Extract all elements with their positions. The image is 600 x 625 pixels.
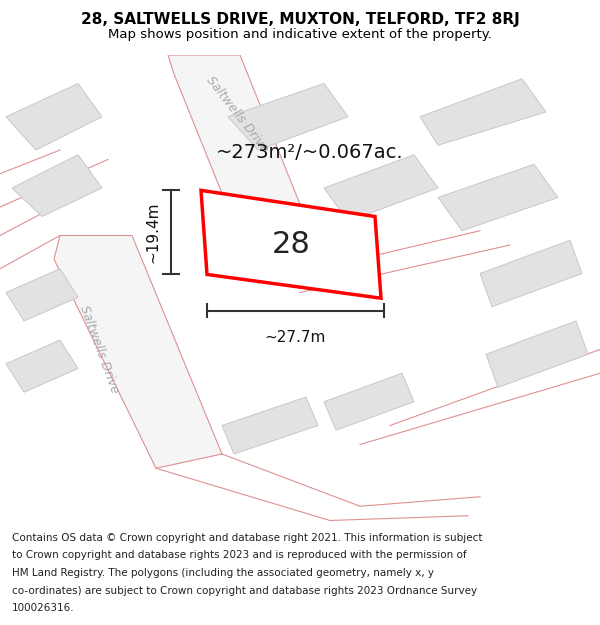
Text: to Crown copyright and database rights 2023 and is reproduced with the permissio: to Crown copyright and database rights 2…: [12, 551, 467, 561]
Text: HM Land Registry. The polygons (including the associated geometry, namely x, y: HM Land Registry. The polygons (includin…: [12, 568, 434, 578]
Text: co-ordinates) are subject to Crown copyright and database rights 2023 Ordnance S: co-ordinates) are subject to Crown copyr…: [12, 586, 477, 596]
Text: Contains OS data © Crown copyright and database right 2021. This information is : Contains OS data © Crown copyright and d…: [12, 533, 482, 543]
Polygon shape: [228, 84, 348, 150]
Polygon shape: [6, 340, 78, 392]
Polygon shape: [6, 269, 78, 321]
Polygon shape: [480, 240, 582, 307]
Polygon shape: [12, 155, 102, 216]
Polygon shape: [438, 164, 558, 231]
Text: Map shows position and indicative extent of the property.: Map shows position and indicative extent…: [108, 28, 492, 41]
Polygon shape: [324, 373, 414, 430]
Text: 100026316.: 100026316.: [12, 603, 74, 613]
Polygon shape: [6, 84, 102, 150]
Text: Saltwells Drive: Saltwells Drive: [203, 74, 271, 155]
Polygon shape: [324, 155, 438, 221]
Polygon shape: [168, 55, 324, 283]
Polygon shape: [201, 191, 381, 298]
Polygon shape: [486, 321, 588, 388]
Polygon shape: [222, 397, 318, 454]
Text: 28: 28: [272, 231, 310, 259]
Text: ~27.7m: ~27.7m: [265, 329, 326, 344]
Polygon shape: [54, 236, 222, 468]
Text: 28, SALTWELLS DRIVE, MUXTON, TELFORD, TF2 8RJ: 28, SALTWELLS DRIVE, MUXTON, TELFORD, TF…: [80, 12, 520, 27]
Text: Saltwells Drive: Saltwells Drive: [77, 304, 121, 395]
Text: ~19.4m: ~19.4m: [145, 202, 160, 263]
Text: ~273m²/~0.067ac.: ~273m²/~0.067ac.: [216, 143, 404, 162]
Polygon shape: [420, 79, 546, 145]
